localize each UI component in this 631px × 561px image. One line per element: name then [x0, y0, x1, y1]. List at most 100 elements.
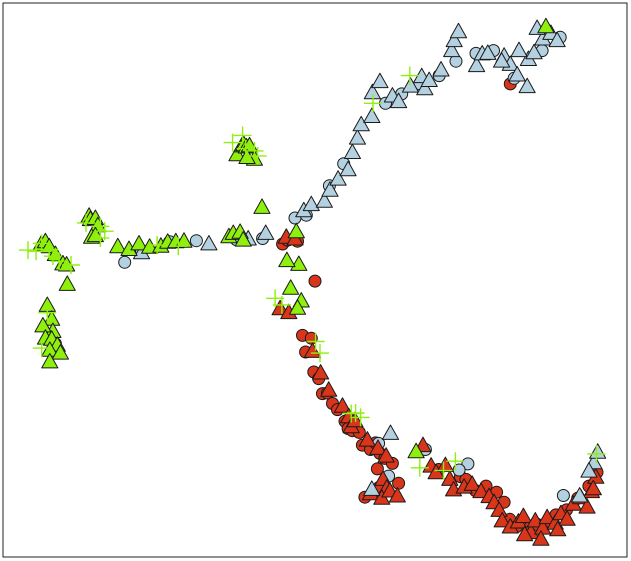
data-point-red-triangle	[516, 525, 534, 542]
data-point-red-circle	[370, 462, 384, 476]
data-point-green-triangle	[278, 251, 296, 268]
data-point-green-cross	[446, 452, 465, 471]
data-point-red-triangle	[584, 479, 602, 496]
data-point-blue-triangle	[390, 92, 408, 109]
data-point-red-triangle	[377, 447, 395, 463]
data-point-blue-triangle	[571, 487, 589, 503]
data-point-green-cross	[95, 222, 114, 241]
data-point-green-cross	[169, 237, 188, 256]
data-point-green-cross	[62, 256, 80, 274]
data-point-red-triangle	[514, 507, 532, 523]
data-point-blue-triangle	[352, 115, 370, 132]
data-point-red-triangle	[369, 439, 387, 455]
data-point-blue-triangle	[200, 235, 218, 251]
data-point-red-triangle	[532, 530, 550, 546]
data-marks	[19, 17, 607, 546]
data-point-green-triangle	[537, 17, 555, 34]
data-point-green-triangle	[51, 344, 69, 360]
data-point-green-cross	[587, 445, 606, 463]
data-point-blue-triangle	[510, 41, 528, 58]
data-point-red-triangle	[463, 475, 481, 491]
data-point-green-triangle	[109, 237, 127, 254]
data-point-green-triangle	[253, 198, 271, 214]
data-point-red-triangle	[312, 364, 330, 380]
data-point-green-cross	[311, 344, 329, 363]
data-point-blue-triangle	[548, 31, 566, 48]
data-point-blue-triangle	[479, 44, 497, 60]
data-point-red-triangle	[493, 512, 511, 528]
data-point-blue-circle	[118, 255, 132, 269]
data-point-green-cross	[364, 94, 382, 113]
data-point-blue-triangle	[445, 31, 463, 48]
data-point-blue-triangle	[302, 195, 320, 212]
data-point-blue-triangle	[348, 129, 366, 145]
data-point-red-circle	[308, 274, 322, 288]
data-point-green-cross	[38, 303, 57, 322]
data-point-red-triangle	[358, 431, 376, 447]
data-point-green-triangle	[41, 353, 59, 369]
data-point-blue-circle	[461, 457, 475, 471]
data-point-red-triangle	[538, 508, 556, 525]
data-point-red-triangle	[388, 487, 406, 503]
data-point-green-cross	[32, 339, 51, 358]
data-point-green-triangle	[234, 231, 252, 247]
data-point-red-triangle	[490, 501, 508, 517]
data-point-green-cross	[248, 146, 267, 165]
data-point-blue-triangle	[321, 181, 339, 197]
data-point-red-triangle	[271, 299, 289, 316]
data-point-blue-circle	[189, 234, 203, 248]
data-point-blue-triangle	[432, 61, 450, 77]
data-point-green-triangle	[175, 232, 193, 248]
data-point-green-triangle	[34, 317, 52, 333]
data-point-green-cross	[434, 461, 453, 480]
data-point-green-cross	[245, 141, 264, 160]
data-point-green-triangle	[287, 222, 305, 239]
data-point-blue-triangle	[420, 71, 438, 87]
data-point-blue-triangle	[343, 143, 361, 159]
data-point-blue-triangle	[315, 192, 333, 208]
data-point-red-triangle	[436, 456, 454, 472]
data-point-blue-triangle	[371, 72, 389, 89]
data-point-green-cross	[272, 295, 291, 314]
data-point-green-triangle	[282, 279, 300, 295]
data-point-green-cross	[410, 458, 429, 477]
data-point-red-triangle	[333, 397, 351, 413]
data-point-green-cross	[306, 332, 325, 351]
data-point-blue-triangle	[525, 43, 543, 60]
data-point-red-triangle	[558, 510, 576, 526]
data-point-green-cross	[236, 139, 255, 158]
data-point-blue-triangle	[257, 224, 275, 240]
data-point-blue-triangle	[508, 66, 526, 82]
data-point-blue-triangle	[363, 107, 381, 123]
data-point-blue-triangle	[493, 52, 511, 68]
data-point-green-cross	[223, 133, 242, 152]
data-point-green-cross	[400, 66, 419, 85]
data-point-red-triangle	[320, 381, 338, 397]
data-point-red-triangle	[472, 482, 490, 499]
data-point-blue-circle	[556, 489, 570, 502]
data-point-green-cross	[40, 240, 59, 259]
data-point-blue-triangle	[518, 77, 536, 94]
data-point-green-cross	[50, 252, 69, 271]
data-point-blue-triangle	[401, 77, 419, 93]
data-point-green-triangle	[289, 299, 307, 315]
data-point-green-cross	[19, 241, 37, 260]
data-point-green-triangle	[58, 275, 76, 291]
data-point-red-triangle	[549, 520, 567, 537]
data-point-green-cross	[77, 213, 95, 232]
data-point-green-cross	[233, 126, 252, 145]
data-point-red-triangle	[578, 498, 596, 514]
data-point-blue-triangle	[363, 480, 381, 496]
data-point-blue-triangle	[339, 160, 357, 177]
data-point-red-circle	[392, 476, 406, 490]
data-point-green-triangle	[130, 235, 148, 251]
data-point-green-cross	[148, 236, 167, 255]
data-point-blue-triangle	[449, 22, 468, 39]
data-point-blue-triangle	[329, 170, 347, 186]
data-point-blue-triangle	[468, 56, 486, 73]
data-point-blue-triangle	[416, 79, 434, 96]
data-point-green-triangle	[407, 442, 425, 459]
data-point-blue-triangle	[381, 424, 400, 440]
data-point-green-cross	[351, 408, 370, 427]
